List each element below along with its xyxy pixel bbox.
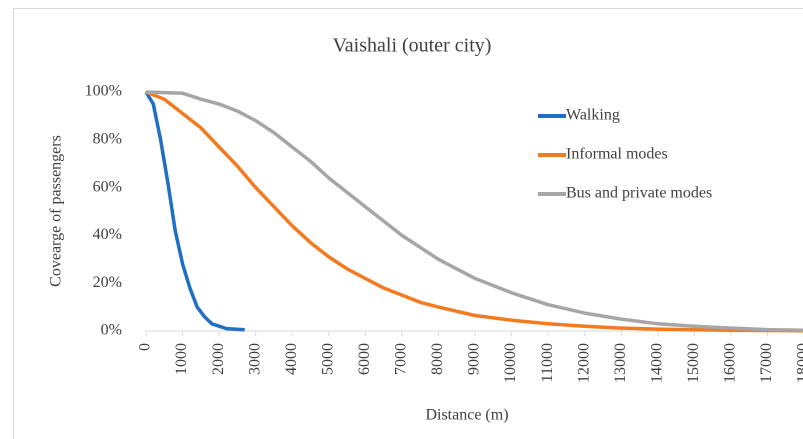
y-tick-label: 20% [93,274,122,291]
x-tick-label: 10000 [502,343,519,383]
x-tick-label: 4000 [283,343,300,375]
x-axis-title: Distance (m) [425,407,508,424]
chart-frame [13,8,803,439]
x-tick-label: 9000 [466,343,483,375]
x-tick-label: 3000 [246,343,263,375]
x-tick-label: 16000 [722,343,739,383]
y-tick-label: 60% [93,178,122,195]
y-tick-label: 100% [85,83,122,100]
y-tick-label: 0% [101,322,122,339]
series-line [144,91,245,332]
x-tick-label: 11000 [539,343,556,382]
x-tick-label: 15000 [685,343,702,383]
y-tick-label: 40% [93,226,122,243]
x-tick-label: 6000 [356,343,373,375]
x-tick-label: 0 [137,343,154,351]
series-line [145,90,803,333]
x-tick-label: 2000 [210,343,227,375]
legend-label: Bus and private modes [566,185,712,202]
x-tick-label: 13000 [612,343,629,383]
x-tick-label: 12000 [575,343,592,383]
x-tick-label: 14000 [648,343,665,383]
series-line [145,90,803,333]
x-tick-label: 18000 [795,343,803,383]
x-tick-label: 17000 [758,343,775,383]
legend-label: Walking [566,107,620,124]
x-tick-label: 1000 [173,343,190,375]
x-tick-label: 5000 [319,343,336,375]
y-axis-title: Covearge of passengers [48,135,65,287]
chart-title: Vaishali (outer city) [333,35,492,57]
y-tick-label: 80% [93,130,122,147]
x-tick-label: 8000 [429,343,446,375]
legend-label: Informal modes [566,146,668,163]
x-tick-label: 7000 [393,343,410,375]
